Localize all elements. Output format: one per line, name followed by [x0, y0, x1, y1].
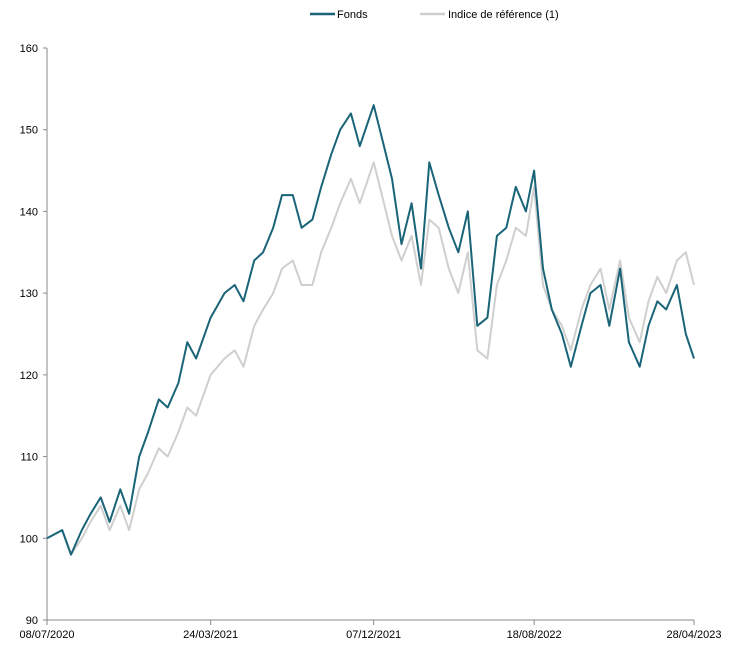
legend-label-indice: Indice de référence (1): [448, 9, 559, 21]
x-tick-label: 18/08/2022: [507, 629, 562, 641]
legend-label-fonds: Fonds: [337, 9, 368, 21]
y-tick-label: 160: [20, 43, 38, 55]
y-tick-label: 140: [20, 206, 38, 218]
y-tick-label: 90: [26, 615, 38, 627]
series-layer: [46, 104, 695, 556]
legend: Fonds Indice de référence (1): [310, 9, 559, 21]
y-tick-label: 150: [20, 125, 38, 137]
x-tick-label: 28/04/2023: [666, 629, 721, 641]
y-tick-label: 100: [20, 533, 38, 545]
y-tick-label: 130: [20, 288, 38, 300]
x-tick-label: 24/03/2021: [183, 629, 238, 641]
series-line-indice-de-reference: [46, 161, 695, 556]
x-tick-label: 07/12/2021: [346, 629, 401, 641]
series-line-fonds: [46, 104, 695, 556]
x-tick-label: 08/07/2020: [19, 629, 74, 641]
y-tick-label: 110: [20, 452, 38, 464]
y-tick-label: 120: [20, 370, 38, 382]
axes: 90 100 110 120 130 140 150 160 08/07/2020 24/03/2…: [19, 43, 721, 641]
